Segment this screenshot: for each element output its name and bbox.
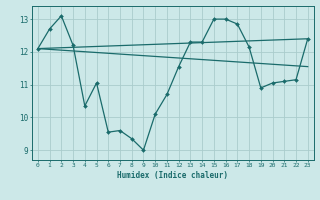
X-axis label: Humidex (Indice chaleur): Humidex (Indice chaleur) [117, 171, 228, 180]
